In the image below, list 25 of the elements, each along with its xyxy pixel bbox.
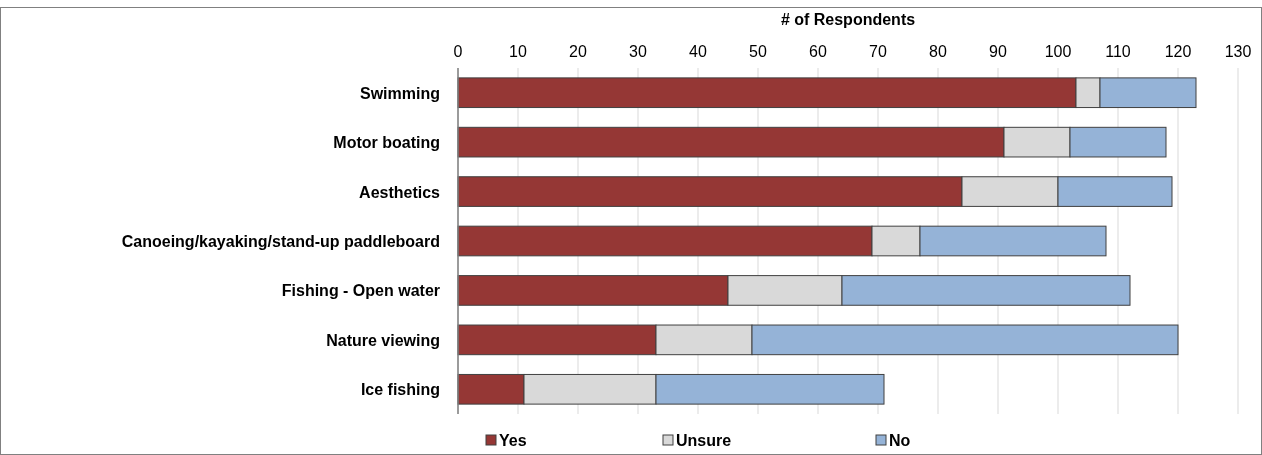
x-tick-label: 20 <box>569 43 587 60</box>
x-tick-label: 40 <box>689 43 707 60</box>
x-tick-label: 110 <box>1105 43 1131 60</box>
y-tick-label: Canoeing/kayaking/stand-up paddleboard <box>121 233 440 250</box>
x-tick-label: 70 <box>869 43 887 60</box>
x-tick-label: 80 <box>929 43 947 60</box>
x-tick-label: 0 <box>453 43 463 60</box>
x-tick-label: 130 <box>1224 43 1252 60</box>
x-tick-label: 90 <box>989 43 1007 60</box>
legend-label: Yes <box>499 432 527 449</box>
x-tick-label: 120 <box>1164 43 1192 60</box>
x-tick-label: 30 <box>629 43 647 60</box>
legend-label: No <box>889 432 911 449</box>
y-tick-label: Ice fishing <box>360 381 440 399</box>
y-tick-label: Motor boating <box>333 134 440 152</box>
x-tick-label: 100 <box>1044 43 1072 60</box>
x-tick-label: 10 <box>509 43 527 60</box>
x-axis-title: # of Respondents <box>780 11 916 28</box>
x-tick-label: 50 <box>749 43 767 60</box>
y-tick-label: Fishing - Open water <box>281 282 440 300</box>
y-tick-label: Swimming <box>359 84 440 102</box>
y-tick-label: Nature viewing <box>326 331 440 349</box>
x-tick-label: 60 <box>809 43 827 60</box>
legend-label: Unsure <box>676 432 732 449</box>
y-tick-label: Aesthetics <box>359 183 441 201</box>
